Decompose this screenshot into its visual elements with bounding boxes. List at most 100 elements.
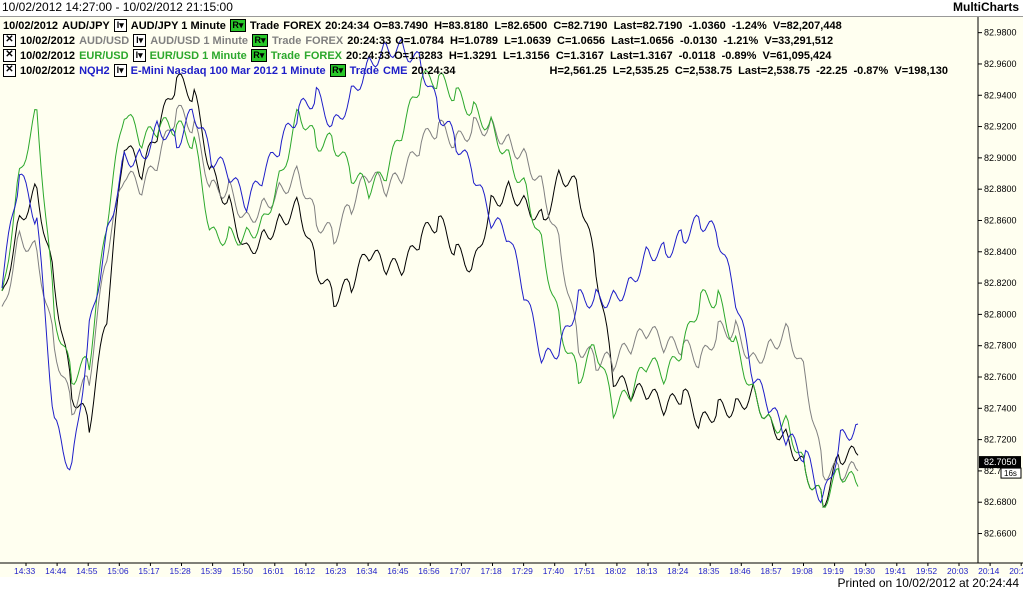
realtime-icon[interactable]: R▾ — [251, 34, 268, 47]
legend-desc: E-Mini Nasdaq 100 Mar 2012 1 Minute — [130, 64, 326, 77]
legend-row-eur-usd[interactable]: ✕ 10/02/2012 EUR/USD I▾ EUR/USD 1 Minute R▾ Tr… — [3, 48, 831, 63]
legend-row-aud-usd[interactable]: ✕ 10/02/2012 AUD/USD I▾ AUD/USD 1 Minute R▾ Tr… — [3, 33, 833, 48]
y-tick-label: 82.8800 — [984, 184, 1017, 194]
realtime-icon[interactable]: R▾ — [250, 49, 267, 62]
x-tick-label: 16:56 — [418, 566, 440, 576]
x-tick-label: 16:45 — [387, 566, 409, 576]
bar-timer-label: 16s — [1004, 469, 1017, 478]
y-tick-label: 82.7000 — [984, 466, 1017, 476]
x-tick-label: 18:24 — [667, 566, 689, 576]
x-tick-label: 17:29 — [512, 566, 534, 576]
y-tick-label: 82.9000 — [984, 153, 1017, 163]
legend-exchange: FOREX — [283, 19, 322, 32]
x-tick-label: 16:12 — [294, 566, 316, 576]
legend-desc: AUD/JPY 1 Minute — [130, 19, 226, 32]
legend-trade: Trade — [249, 19, 280, 32]
legend-time: 20:24:34 — [325, 19, 370, 32]
x-tick-label: 14:55 — [76, 566, 98, 576]
x-tick-label: 15:50 — [232, 566, 254, 576]
x-tick-label: 18:57 — [760, 566, 782, 576]
date-range-label: 10/02/2012 14:27:00 - 10/02/2012 21:15:0… — [2, 0, 233, 14]
x-tick-label: 15:06 — [107, 566, 129, 576]
x-tick-label: 16:23 — [325, 566, 347, 576]
x-tick-label: 19:30 — [854, 566, 876, 576]
series-line-nqh2[interactable] — [1, 37, 859, 504]
legend-time: 20:24:33 — [347, 34, 392, 47]
x-tick-label: 18:46 — [729, 566, 751, 576]
series-line-eur-usd[interactable] — [1, 69, 859, 508]
y-tick-label: 82.8600 — [984, 215, 1017, 225]
close-series-icon[interactable]: ✕ — [3, 49, 16, 62]
x-tick-label: 17:07 — [449, 566, 471, 576]
x-tick-label: 18:02 — [605, 566, 627, 576]
x-tick-label: 20:03 — [947, 566, 969, 576]
legend-time: 20:24:34 — [411, 64, 456, 77]
x-tick-label: 17:40 — [543, 566, 565, 576]
x-tick-label: 19:52 — [916, 566, 938, 576]
x-tick-label: 18:35 — [698, 566, 720, 576]
x-tick-label: 15:28 — [170, 566, 192, 576]
y-tick-label: 82.6600 — [984, 529, 1017, 539]
legend-exchange: FOREX — [305, 34, 344, 47]
format-icon[interactable]: I▾ — [113, 19, 127, 32]
legend-trade: Trade — [271, 34, 302, 47]
legend-row-aud-jpy[interactable]: 10/02/2012 AUD/JPY I▾ AUD/JPY 1 Minute R▾ Tra… — [3, 18, 842, 33]
legend-date: 10/02/2012 — [3, 19, 59, 32]
x-tick-label: 17:18 — [481, 566, 503, 576]
x-tick-label: 14:44 — [45, 566, 67, 576]
x-tick-label: 14:33 — [14, 566, 36, 576]
y-tick-label: 82.7200 — [984, 435, 1017, 445]
y-tick-label: 82.7800 — [984, 341, 1017, 351]
price-chart[interactable]: 82.9800 82.9600 82.9400 82.9200 82.9000 82.88… — [0, 17, 1023, 577]
y-tick-label: 82.8200 — [984, 278, 1017, 288]
legend-stats: O=1.3283 H=1.3291 L=1.3156 C=1.3167 Last… — [394, 49, 832, 62]
window-titlebar: 10/02/2012 14:27:00 - 10/02/2012 21:15:0… — [0, 0, 1023, 16]
x-tick-label: 15:39 — [201, 566, 223, 576]
legend-date: 10/02/2012 — [20, 34, 76, 47]
last-price-marker — [979, 456, 1021, 469]
y-tick-label: 82.7400 — [984, 403, 1017, 413]
legend-stats: O=83.7490 H=83.8180 L=82.6500 C=82.7190 … — [373, 19, 842, 32]
legend-exchange: CME — [383, 64, 408, 77]
x-tick-label: 16:34 — [356, 566, 378, 576]
legend-date: 10/02/2012 — [20, 64, 76, 77]
legend-desc: EUR/USD 1 Minute — [149, 49, 247, 62]
close-series-icon[interactable]: ✕ — [3, 64, 16, 77]
series-line-aud-jpy[interactable] — [1, 73, 859, 508]
bar-timer-box — [1000, 467, 1022, 479]
legend-time: 20:24:33 — [346, 49, 391, 62]
close-series-icon[interactable]: ✕ — [3, 34, 16, 47]
y-tick-label: 82.9800 — [984, 28, 1017, 38]
format-icon[interactable]: I▾ — [113, 64, 127, 77]
realtime-icon[interactable]: R▾ — [329, 64, 346, 77]
legend-symbol: EUR/USD — [79, 49, 129, 62]
printed-note: Printed on 10/02/2012 at 20:24:44 — [837, 576, 1019, 590]
x-tick-label: 20:25 — [1009, 566, 1023, 576]
y-tick-label: 82.7600 — [984, 372, 1017, 382]
legend-symbol: AUD/JPY — [62, 19, 110, 32]
legend-exchange: FOREX — [304, 49, 343, 62]
x-tick-label: 19:19 — [823, 566, 845, 576]
x-tick-label: 17:51 — [574, 566, 596, 576]
chart-area[interactable]: 82.9800 82.9600 82.9400 82.9200 82.9000 82.88… — [0, 16, 1023, 577]
x-tick-label: 19:08 — [792, 566, 814, 576]
legend-row-nqh2[interactable]: ✕ 10/02/2012 NQH2 I▾ E-Mini Nasdaq 100 Mar 2… — [3, 63, 948, 78]
legend-date: 10/02/2012 — [20, 49, 76, 62]
format-icon[interactable]: I▾ — [133, 34, 147, 47]
x-tick-label: 19:41 — [885, 566, 907, 576]
legend-trade: Trade — [270, 49, 301, 62]
series-line-aud-usd[interactable] — [1, 104, 859, 481]
legend-stats: H=2,561.25 L=2,535.25 C=2,538.75 Last=2,… — [549, 64, 948, 77]
realtime-icon[interactable]: R▾ — [229, 19, 246, 32]
format-icon[interactable]: I▾ — [132, 49, 146, 62]
y-tick-label: 82.9200 — [984, 122, 1017, 132]
legend-symbol: AUD/USD — [79, 34, 130, 47]
y-tick-label: 82.9400 — [984, 90, 1017, 100]
legend-trade: Trade — [349, 64, 379, 77]
app-brand: MultiCharts — [953, 0, 1019, 14]
y-tick-label: 82.8400 — [984, 247, 1017, 257]
y-tick-label: 82.6800 — [984, 497, 1017, 507]
y-tick-label: 82.9600 — [984, 59, 1017, 69]
legend-stats: O=1.0784 H=1.0789 L=1.0639 C=1.0656 Last… — [395, 34, 834, 47]
last-price-label: 82.7050 — [984, 457, 1017, 467]
